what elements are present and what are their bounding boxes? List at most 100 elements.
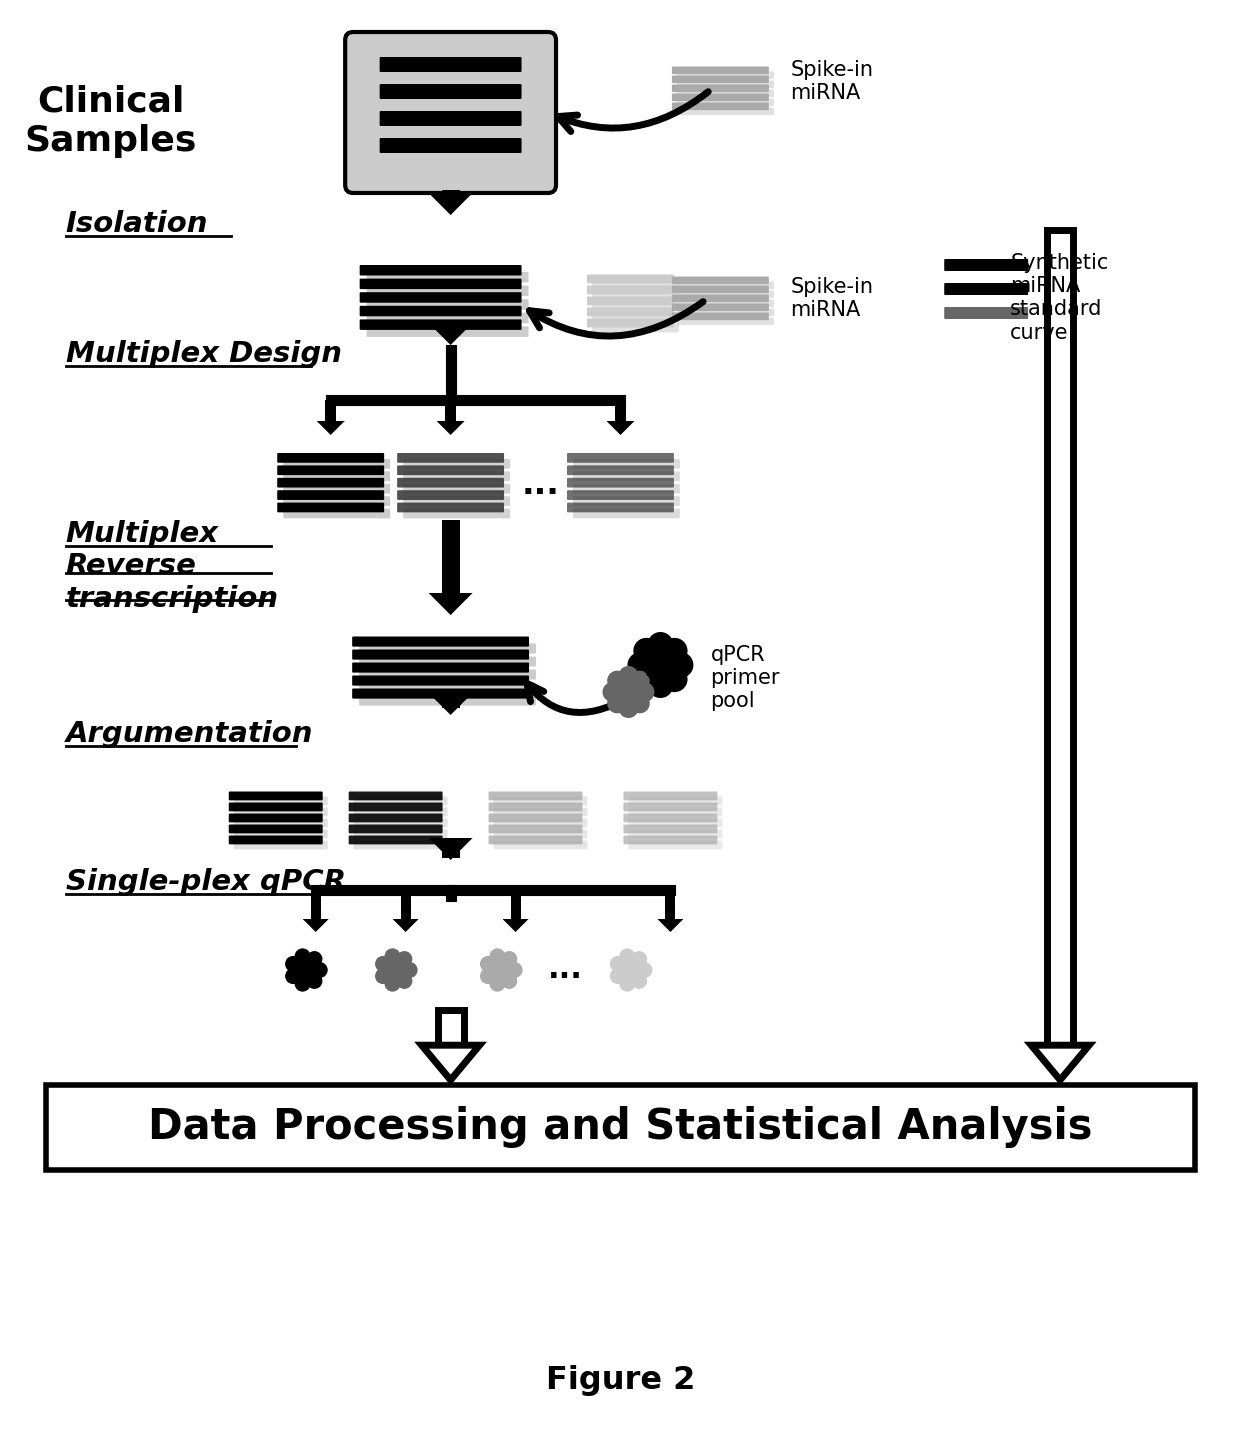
Circle shape xyxy=(667,651,693,679)
FancyBboxPatch shape xyxy=(397,465,503,476)
FancyBboxPatch shape xyxy=(234,797,327,806)
FancyBboxPatch shape xyxy=(567,465,673,476)
Circle shape xyxy=(285,955,301,971)
Circle shape xyxy=(634,666,660,692)
FancyBboxPatch shape xyxy=(944,282,985,295)
FancyBboxPatch shape xyxy=(677,81,774,88)
FancyBboxPatch shape xyxy=(353,807,448,817)
FancyBboxPatch shape xyxy=(46,1085,1195,1170)
FancyBboxPatch shape xyxy=(587,274,673,284)
FancyBboxPatch shape xyxy=(379,58,522,72)
Circle shape xyxy=(610,955,626,971)
Text: Clinical
Samples: Clinical Samples xyxy=(25,85,197,159)
FancyBboxPatch shape xyxy=(591,301,680,310)
FancyBboxPatch shape xyxy=(677,98,774,107)
FancyBboxPatch shape xyxy=(360,683,536,693)
Circle shape xyxy=(615,679,642,706)
FancyBboxPatch shape xyxy=(348,824,443,833)
FancyBboxPatch shape xyxy=(489,803,583,811)
Polygon shape xyxy=(429,323,472,344)
Text: Multiplex
Reverse
transcription: Multiplex Reverse transcription xyxy=(66,520,279,612)
Circle shape xyxy=(306,951,322,967)
FancyBboxPatch shape xyxy=(348,803,443,811)
FancyBboxPatch shape xyxy=(629,797,723,806)
Circle shape xyxy=(311,963,327,978)
Text: Figure 2: Figure 2 xyxy=(546,1365,696,1395)
FancyBboxPatch shape xyxy=(379,84,522,99)
FancyBboxPatch shape xyxy=(573,460,680,468)
Circle shape xyxy=(619,666,639,686)
FancyBboxPatch shape xyxy=(283,460,391,468)
FancyBboxPatch shape xyxy=(494,840,588,849)
FancyBboxPatch shape xyxy=(587,318,673,327)
FancyBboxPatch shape xyxy=(672,285,769,293)
FancyBboxPatch shape xyxy=(367,313,528,323)
FancyBboxPatch shape xyxy=(573,496,680,506)
FancyBboxPatch shape xyxy=(228,791,322,800)
FancyBboxPatch shape xyxy=(672,85,769,92)
FancyBboxPatch shape xyxy=(234,818,327,827)
FancyBboxPatch shape xyxy=(629,840,723,849)
Circle shape xyxy=(608,670,627,690)
FancyBboxPatch shape xyxy=(353,840,448,849)
Text: Spike-in
miRNA: Spike-in miRNA xyxy=(790,277,873,320)
Bar xyxy=(401,891,410,919)
FancyBboxPatch shape xyxy=(1004,259,1028,271)
FancyBboxPatch shape xyxy=(624,803,718,811)
Circle shape xyxy=(490,976,506,991)
Circle shape xyxy=(662,666,687,692)
FancyBboxPatch shape xyxy=(352,663,529,673)
Circle shape xyxy=(294,958,317,981)
Circle shape xyxy=(627,651,653,679)
Bar xyxy=(441,323,460,334)
Circle shape xyxy=(619,697,639,718)
FancyBboxPatch shape xyxy=(629,807,723,817)
FancyBboxPatch shape xyxy=(403,496,510,506)
FancyBboxPatch shape xyxy=(489,824,583,833)
Polygon shape xyxy=(606,421,635,435)
Polygon shape xyxy=(393,919,419,932)
FancyBboxPatch shape xyxy=(234,807,327,817)
FancyBboxPatch shape xyxy=(672,66,769,73)
FancyBboxPatch shape xyxy=(278,478,384,487)
FancyBboxPatch shape xyxy=(672,75,769,84)
FancyBboxPatch shape xyxy=(591,323,680,333)
FancyBboxPatch shape xyxy=(624,791,718,800)
FancyBboxPatch shape xyxy=(677,108,774,115)
Circle shape xyxy=(619,948,635,964)
Circle shape xyxy=(610,968,626,984)
FancyBboxPatch shape xyxy=(352,637,529,647)
FancyBboxPatch shape xyxy=(489,814,583,823)
FancyBboxPatch shape xyxy=(677,72,774,79)
FancyBboxPatch shape xyxy=(944,259,985,271)
Bar xyxy=(615,401,626,421)
FancyBboxPatch shape xyxy=(283,471,391,481)
Circle shape xyxy=(374,955,391,971)
Bar xyxy=(441,839,460,857)
FancyBboxPatch shape xyxy=(353,830,448,839)
FancyBboxPatch shape xyxy=(397,452,503,463)
Circle shape xyxy=(631,951,647,967)
FancyBboxPatch shape xyxy=(360,293,522,303)
FancyBboxPatch shape xyxy=(677,308,774,316)
Circle shape xyxy=(619,976,635,991)
FancyBboxPatch shape xyxy=(283,509,391,519)
Circle shape xyxy=(306,973,322,989)
FancyBboxPatch shape xyxy=(587,285,673,294)
Circle shape xyxy=(608,693,627,713)
Polygon shape xyxy=(422,1045,480,1079)
FancyBboxPatch shape xyxy=(352,650,529,660)
FancyBboxPatch shape xyxy=(677,300,774,307)
FancyBboxPatch shape xyxy=(353,797,448,806)
FancyBboxPatch shape xyxy=(975,259,1006,271)
FancyBboxPatch shape xyxy=(975,282,1006,295)
Circle shape xyxy=(384,976,401,991)
Polygon shape xyxy=(429,193,472,215)
Bar xyxy=(1047,231,1073,1045)
FancyBboxPatch shape xyxy=(403,471,510,481)
FancyBboxPatch shape xyxy=(278,452,384,463)
FancyBboxPatch shape xyxy=(672,277,769,284)
Circle shape xyxy=(480,955,496,971)
Text: Argumentation: Argumentation xyxy=(66,720,314,748)
FancyBboxPatch shape xyxy=(278,503,384,513)
